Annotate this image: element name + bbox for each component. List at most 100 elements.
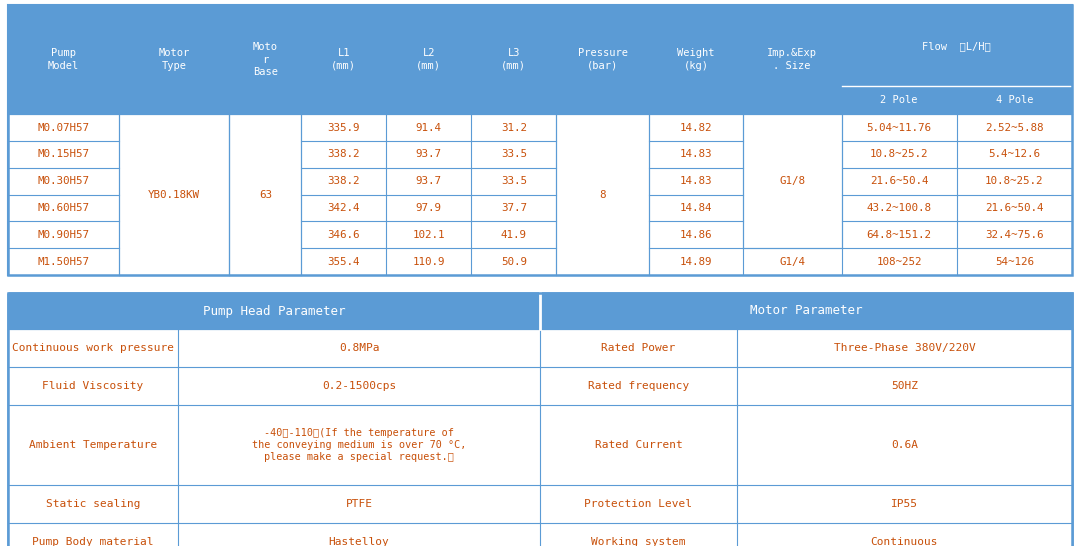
- Text: M1.50H57: M1.50H57: [38, 257, 90, 266]
- Text: 2.52~5.88: 2.52~5.88: [985, 123, 1043, 133]
- Text: 14.84: 14.84: [679, 203, 712, 213]
- Bar: [841, 168, 957, 194]
- Text: 50.9: 50.9: [501, 257, 527, 266]
- Text: 21.6~50.4: 21.6~50.4: [985, 203, 1043, 213]
- Bar: [649, 221, 743, 248]
- Text: 0.8MPa: 0.8MPa: [339, 343, 379, 353]
- Bar: [841, 221, 957, 248]
- Bar: [178, 485, 540, 523]
- Bar: [649, 194, 743, 221]
- Text: Pump Body material: Pump Body material: [32, 537, 153, 546]
- Text: YB0.18KW: YB0.18KW: [148, 189, 200, 200]
- Bar: [957, 86, 1072, 114]
- Text: 91.4: 91.4: [416, 123, 442, 133]
- Bar: [8, 114, 119, 141]
- Text: M0.30H57: M0.30H57: [38, 176, 90, 186]
- Text: Rated Power: Rated Power: [602, 343, 676, 353]
- Text: L2
(mm): L2 (mm): [416, 49, 442, 71]
- Text: 346.6: 346.6: [327, 230, 360, 240]
- Text: 93.7: 93.7: [416, 150, 442, 159]
- Bar: [8, 5, 1072, 275]
- Bar: [119, 114, 229, 275]
- Text: 93.7: 93.7: [416, 176, 442, 186]
- Text: Motor
Type: Motor Type: [159, 49, 189, 71]
- Text: Continuous: Continuous: [870, 537, 939, 546]
- Bar: [387, 248, 471, 275]
- Text: 97.9: 97.9: [416, 203, 442, 213]
- Text: -40℃-110℃(If the temperature of
the conveying medium is over 70 °C,
please make : -40℃-110℃(If the temperature of the conv…: [252, 428, 467, 462]
- Text: 33.5: 33.5: [501, 150, 527, 159]
- Bar: [556, 5, 649, 114]
- Bar: [649, 5, 743, 114]
- Bar: [301, 248, 387, 275]
- Bar: [119, 5, 229, 114]
- Text: Rated Current: Rated Current: [595, 440, 683, 450]
- Bar: [841, 248, 957, 275]
- Bar: [8, 523, 178, 546]
- Text: Motor Parameter: Motor Parameter: [750, 305, 862, 318]
- Text: 63: 63: [259, 189, 272, 200]
- Text: G1/4: G1/4: [779, 257, 805, 266]
- Bar: [841, 114, 957, 141]
- Text: 33.5: 33.5: [501, 176, 527, 186]
- Bar: [957, 248, 1072, 275]
- Bar: [301, 5, 387, 114]
- Bar: [8, 141, 119, 168]
- Bar: [178, 523, 540, 546]
- Text: 21.6~50.4: 21.6~50.4: [869, 176, 929, 186]
- Text: 37.7: 37.7: [501, 203, 527, 213]
- Text: 14.83: 14.83: [679, 176, 712, 186]
- Text: 14.86: 14.86: [679, 230, 712, 240]
- Text: Pump
Model: Pump Model: [48, 49, 79, 71]
- Text: 5.4~12.6: 5.4~12.6: [988, 150, 1040, 159]
- Bar: [540, 523, 737, 546]
- Bar: [737, 367, 1072, 405]
- Text: 32.4~75.6: 32.4~75.6: [985, 230, 1043, 240]
- Text: M0.07H57: M0.07H57: [38, 123, 90, 133]
- Bar: [471, 194, 556, 221]
- Bar: [8, 293, 540, 329]
- Text: 14.83: 14.83: [679, 150, 712, 159]
- Text: 110.9: 110.9: [413, 257, 445, 266]
- Bar: [471, 168, 556, 194]
- Bar: [841, 5, 1072, 86]
- Bar: [8, 367, 178, 405]
- Text: 43.2~100.8: 43.2~100.8: [866, 203, 932, 213]
- Text: 338.2: 338.2: [327, 150, 360, 159]
- Bar: [387, 194, 471, 221]
- Text: 10.8~25.2: 10.8~25.2: [869, 150, 929, 159]
- Text: 10.8~25.2: 10.8~25.2: [985, 176, 1043, 186]
- Text: 0.6A: 0.6A: [891, 440, 918, 450]
- Text: Imp.&Exp
. Size: Imp.&Exp . Size: [767, 49, 818, 71]
- Bar: [957, 114, 1072, 141]
- Bar: [957, 194, 1072, 221]
- Bar: [8, 221, 119, 248]
- Bar: [957, 141, 1072, 168]
- Text: M0.15H57: M0.15H57: [38, 150, 90, 159]
- Text: 5.04~11.76: 5.04~11.76: [866, 123, 932, 133]
- Bar: [737, 405, 1072, 485]
- Text: 338.2: 338.2: [327, 176, 360, 186]
- Text: M0.90H57: M0.90H57: [38, 230, 90, 240]
- Text: 108~252: 108~252: [876, 257, 922, 266]
- Bar: [957, 221, 1072, 248]
- Bar: [540, 293, 1072, 329]
- Bar: [743, 114, 841, 248]
- Bar: [387, 114, 471, 141]
- Bar: [178, 367, 540, 405]
- Bar: [471, 5, 556, 114]
- Text: 355.4: 355.4: [327, 257, 360, 266]
- Text: Protection Level: Protection Level: [584, 499, 692, 509]
- Text: 14.82: 14.82: [679, 123, 712, 133]
- Bar: [556, 114, 649, 275]
- Bar: [301, 141, 387, 168]
- Text: Static sealing: Static sealing: [45, 499, 140, 509]
- Text: Moto
r
Base: Moto r Base: [253, 42, 278, 77]
- Text: Pump Head Parameter: Pump Head Parameter: [203, 305, 346, 318]
- Bar: [737, 523, 1072, 546]
- Bar: [301, 194, 387, 221]
- Text: Flow  （L/H）: Flow （L/H）: [922, 41, 991, 51]
- Bar: [841, 86, 957, 114]
- Text: 335.9: 335.9: [327, 123, 360, 133]
- Bar: [8, 194, 119, 221]
